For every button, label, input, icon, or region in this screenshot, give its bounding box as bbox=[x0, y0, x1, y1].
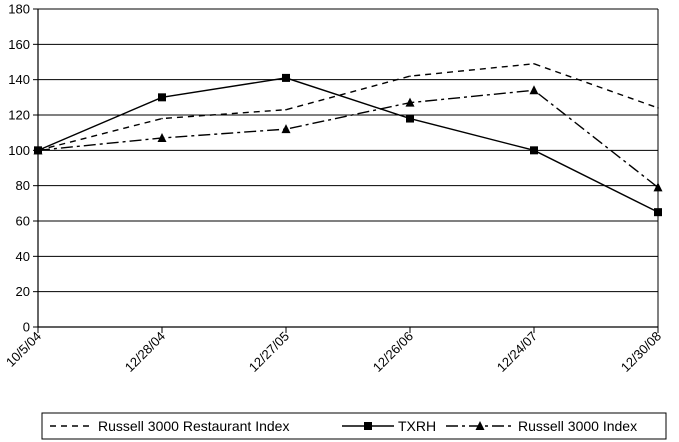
y-tick-label: 140 bbox=[8, 72, 30, 87]
triangle-marker bbox=[281, 124, 291, 134]
square-marker bbox=[158, 93, 166, 102]
square-marker bbox=[282, 73, 290, 82]
axes bbox=[33, 8, 659, 333]
y-tick-label: 0 bbox=[23, 320, 30, 335]
y-tick-label: 180 bbox=[8, 2, 30, 17]
square-marker bbox=[364, 422, 372, 430]
series-line bbox=[37, 89, 659, 188]
triangle-marker bbox=[475, 421, 485, 430]
x-tick-label: 12/27/05 bbox=[246, 329, 292, 375]
x-tick-label: 12/30/08 bbox=[618, 329, 664, 375]
legend-label: Russell 3000 Index bbox=[518, 418, 637, 434]
triangle-marker bbox=[157, 132, 167, 142]
triangle-marker bbox=[653, 182, 663, 192]
x-tick-label: 12/28/04 bbox=[122, 329, 168, 375]
x-tick-labels: 10/5/04 12/28/04 12/27/05 12/26/06 12/24/07 1… bbox=[3, 329, 664, 375]
x-tick-label: 12/24/07 bbox=[494, 329, 540, 375]
x-tick-label: 10/5/04 bbox=[3, 329, 44, 370]
y-tick-label: 120 bbox=[8, 108, 30, 123]
square-marker bbox=[654, 208, 662, 217]
y-tick-label: 80 bbox=[16, 178, 30, 193]
y-tick-labels: 0 20 40 60 80 100 120 140 160 180 bbox=[8, 2, 30, 335]
square-marker bbox=[530, 146, 538, 155]
legend-label: Russell 3000 Restaurant Index bbox=[98, 418, 289, 434]
triangle-marker bbox=[405, 97, 415, 107]
y-tick-label: 100 bbox=[8, 143, 30, 158]
series-line bbox=[37, 77, 659, 213]
y-tick-label: 40 bbox=[16, 249, 30, 264]
square-marker bbox=[406, 114, 414, 123]
series-line bbox=[37, 63, 659, 152]
data-point bbox=[161, 117, 163, 120]
data-point bbox=[409, 75, 411, 77]
data-point bbox=[657, 107, 659, 109]
series-lines bbox=[33, 62, 663, 217]
x-tick-label: 12/26/06 bbox=[370, 329, 416, 375]
y-tick-label: 60 bbox=[16, 214, 30, 229]
data-point bbox=[285, 108, 287, 111]
gridlines bbox=[38, 8, 658, 293]
legend: Russell 3000 Restaurant Index TXRH Russell… bbox=[41, 412, 667, 440]
legend-label: TXRH bbox=[398, 418, 436, 434]
triangle-marker bbox=[529, 85, 539, 95]
triangle-marker bbox=[33, 145, 43, 155]
data-point bbox=[533, 62, 535, 65]
y-tick-label: 160 bbox=[8, 37, 30, 52]
y-tick-label: 20 bbox=[16, 284, 30, 299]
